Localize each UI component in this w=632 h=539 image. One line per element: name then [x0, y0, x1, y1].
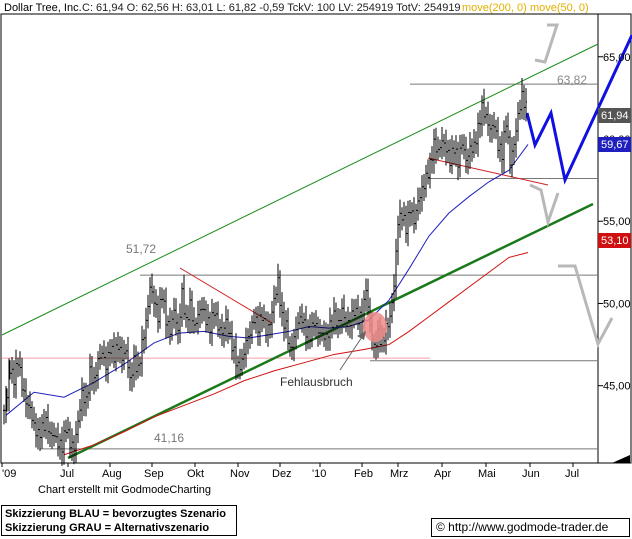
ma200-line [63, 251, 529, 456]
y-tick-label: 50,00 [603, 298, 631, 310]
scroll-marker [612, 455, 630, 463]
grey-scenario-path-1 [529, 183, 560, 228]
ma50-value-box [598, 137, 631, 152]
x-tick-label: Nov [230, 468, 250, 480]
x-axis-labels: '09 Jul Aug Sep Okt Nov Dez '10 Feb Mrz Apr Mai Jun J… [1, 455, 630, 480]
source-link[interactable]: © http://www.godmode-trader.de [431, 518, 630, 537]
ma50-line [5, 144, 529, 416]
x-tick-label: Aug [102, 468, 122, 480]
grey-scenario-path-2 [558, 264, 614, 348]
y-tick-label: 45,00 [603, 381, 631, 393]
annotations [339, 312, 387, 371]
annotation-arrow-line [339, 336, 363, 371]
x-tick-label: '09 [2, 468, 16, 480]
ma200-value-label: 53,10 [601, 235, 629, 247]
y-tick-label: 65,00 [603, 52, 631, 64]
last-price-box [598, 108, 631, 123]
last-price-label: 61,94 [601, 110, 629, 122]
grey-scenario-path-top [534, 23, 560, 64]
plot-area [0, 13, 599, 464]
x-tick-label: '10 [312, 468, 326, 480]
x-tick-label: Apr [434, 468, 451, 480]
x-tick-label: Sep [144, 468, 164, 480]
ma50-value-label: 59,67 [601, 139, 629, 151]
false-breakout-marker [363, 312, 387, 342]
x-tick-label: Mai [478, 468, 496, 480]
ma200-label: move(200, 0) [462, 2, 527, 14]
scenario-sketch [525, 23, 632, 348]
channel-upper-line [1, 43, 599, 336]
ma200-value-box [598, 233, 631, 248]
annotation-fehlausbruch: Fehlausbruch [280, 375, 353, 389]
symbol-label: Dollar Tree, Inc. [4, 2, 82, 14]
chart-credit: Chart erstellt mit GodmodeCharting [38, 484, 212, 496]
x-tick-label: Feb [354, 468, 373, 480]
x-tick-label: Jul [60, 468, 74, 480]
level-mid-label: 51,72 [126, 242, 156, 256]
level-low-label: 41,16 [154, 431, 184, 445]
x-tick-label: Jun [522, 468, 540, 480]
red-downtrend-line-1 [179, 267, 273, 324]
blue-scenario-path [525, 34, 632, 185]
moving-averages [5, 144, 529, 456]
price-bars [3, 77, 527, 466]
x-tick-label: Jul [565, 468, 579, 480]
x-tick-label: Mrz [390, 468, 408, 480]
x-tick-label: Okt [187, 468, 204, 480]
x-tick-label: Dez [272, 468, 292, 480]
level-high-label: 63,82 [557, 73, 587, 87]
scenario-grey-text: Skizzierung GRAU = Alternativszenario [5, 522, 210, 534]
annotation-arrow-head [357, 331, 366, 340]
ma50-label: move(50, 0) [530, 2, 589, 14]
y-tick-label: 55,00 [603, 216, 631, 228]
scenario-blue-text: Skizzierung BLAU = bevorzugtes Szenario [5, 508, 226, 520]
scenario-legend: Skizzierung BLAU = bevorzugtes Szenario … [1, 505, 237, 536]
quote-line: C: 61,94 O: 62,56 H: 63,01 L: 61,82 -0,5… [82, 2, 461, 14]
